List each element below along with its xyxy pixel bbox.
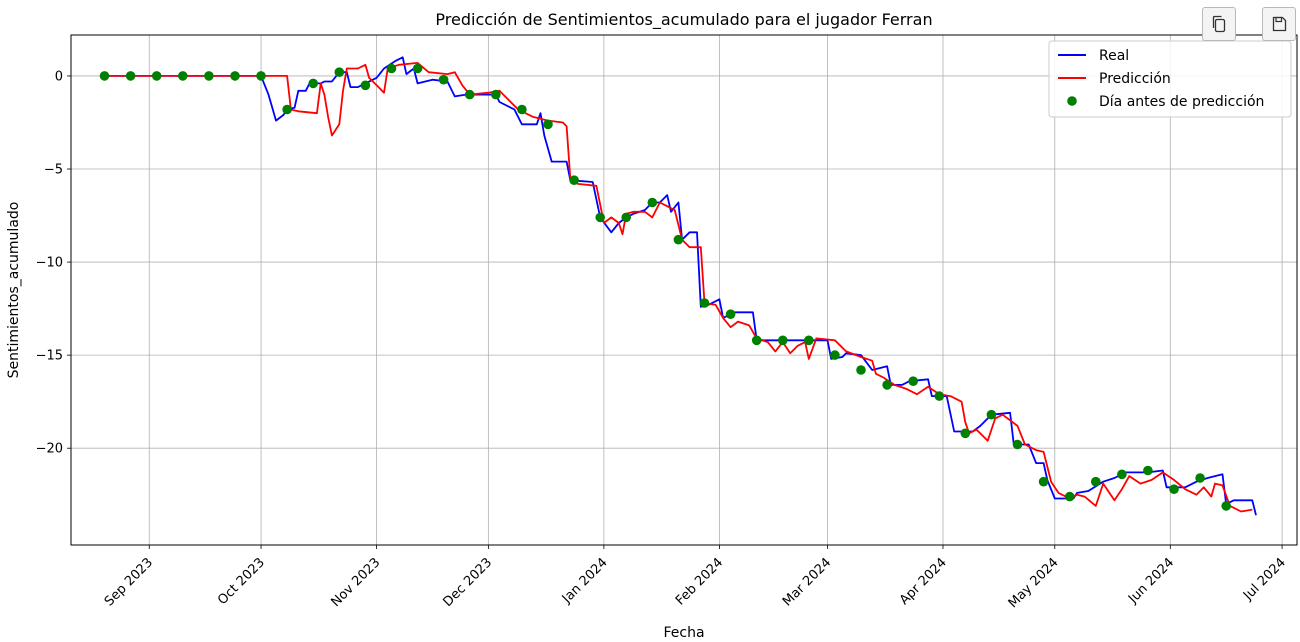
scatter-point [1117, 469, 1127, 480]
scatter-point [1221, 501, 1231, 511]
scatter-point [1064, 491, 1075, 502]
scatter-point [1143, 465, 1153, 476]
scatter-point [125, 71, 136, 81]
scatter-point [491, 89, 501, 100]
y-tick-label: −10 [36, 256, 63, 271]
scatter-point [178, 71, 188, 81]
scatter-point [334, 67, 345, 77]
legend-label: Real [1099, 48, 1129, 64]
legend-label: Predicción [1099, 71, 1171, 87]
scatter-point [1195, 473, 1205, 483]
scatter-point [464, 89, 475, 100]
chart-title: Predicción de Sentimientos_acumulado par… [435, 10, 932, 30]
scatter-point [1038, 476, 1049, 487]
x-tick-label: Feb 2024 [673, 555, 726, 608]
scatter-point [1012, 439, 1023, 450]
scatter-point [595, 212, 605, 223]
scatter-point [934, 391, 945, 401]
legend: Real Predicción Día antes de predicción [1048, 40, 1292, 118]
scatter-point [282, 104, 292, 115]
scatter-point [751, 335, 762, 346]
legend-box [1048, 40, 1292, 118]
x-tick-label: Jul 2024 [1240, 555, 1289, 604]
x-tick-label: Nov 2023 [329, 555, 384, 610]
scatter-point [151, 71, 162, 81]
scatter-point [360, 80, 371, 91]
x-tick-label: May 2024 [1006, 555, 1062, 611]
y-tick-label: 0 [55, 69, 63, 84]
y-tick-label: −20 [36, 442, 63, 457]
x-axis: Sep 2023 Oct 2023 Nov 2023 Dec 2023 Jan 2024… [102, 545, 1289, 611]
scatter-point [882, 380, 892, 390]
x-axis-label: Fecha [663, 625, 704, 641]
scatter-point [1169, 484, 1179, 495]
scatter-point [569, 175, 579, 185]
copy-icon [1212, 15, 1226, 33]
plot-area [99, 56, 1257, 516]
scatter-point [1091, 476, 1101, 487]
scatter-point [804, 335, 814, 346]
save-button[interactable] [1262, 7, 1296, 41]
x-tick-label: Sep 2023 [102, 555, 156, 609]
y-tick-label: −5 [44, 163, 63, 178]
series-line-real [104, 56, 1257, 516]
scatter-point [725, 309, 736, 320]
x-tick-label: Mar 2024 [780, 555, 834, 609]
y-axis-label: Sentimientos_acumulado [6, 202, 22, 379]
x-tick-label: Apr 2024 [897, 555, 950, 608]
scatter-point [673, 234, 684, 245]
save-icon [1272, 16, 1287, 32]
legend-dot-marker [1067, 96, 1077, 106]
scatter-point [256, 71, 266, 81]
scatter-point [204, 71, 214, 81]
axes-frame [70, 34, 1298, 546]
scatter-point [699, 298, 710, 308]
scatter-point [517, 104, 527, 115]
y-axis: 0 −5 −10 −15 −20 [36, 69, 71, 457]
x-tick-label: Jun 2024 [1125, 555, 1177, 607]
scatter-point [412, 63, 423, 74]
scatter-point [856, 365, 866, 375]
scatter-point [647, 197, 658, 208]
x-tick-label: Oct 2023 [215, 555, 268, 608]
scatter-point [621, 212, 631, 223]
scatter-point [830, 350, 840, 360]
x-tick-label: Dec 2023 [440, 555, 495, 610]
scatter-point [908, 376, 918, 387]
y-tick-label: −15 [36, 349, 63, 364]
scatter-point [543, 119, 553, 130]
scatter-point [386, 63, 397, 74]
scatter-point [960, 428, 971, 439]
scatter-point [308, 78, 319, 89]
scatter-point [99, 71, 110, 81]
copy-button[interactable] [1202, 7, 1236, 41]
scatter-point [986, 409, 997, 420]
scatter-point [778, 335, 788, 346]
series-line-predicci-n [104, 62, 1253, 513]
scatter-point [230, 71, 240, 81]
legend-label: Día antes de predicción [1099, 94, 1264, 110]
scatter-point [438, 74, 449, 85]
x-tick-label: Jan 2024 [559, 555, 611, 607]
